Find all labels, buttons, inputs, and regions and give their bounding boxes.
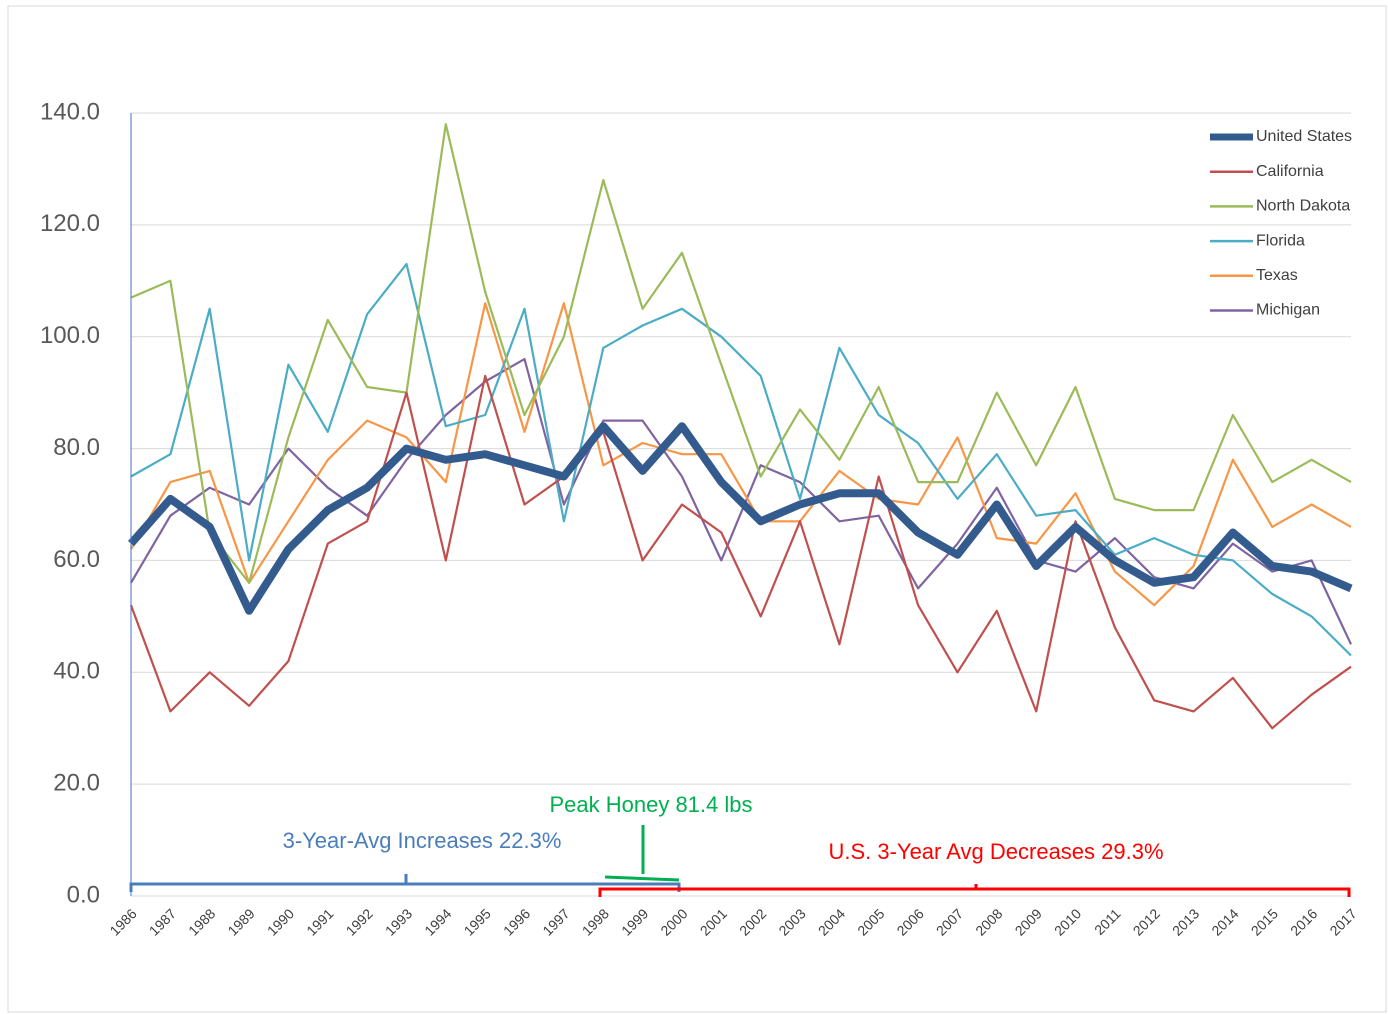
x-tick-label: 2005 [854,905,887,938]
y-tick-label: 20.0 [53,769,100,796]
y-tick-label: 100.0 [40,322,100,349]
bracket-increase [129,874,681,892]
x-tick-label: 1999 [618,905,651,938]
x-tick-label: 2007 [933,905,966,938]
x-tick-label: 1987 [146,905,179,938]
series-line [130,302,1352,607]
x-tick-label: 2014 [1208,905,1241,938]
chart-border [7,5,1387,1013]
x-tick-label: 2008 [972,905,1005,938]
legend-label: Texas [1256,267,1298,284]
x-tick-label: 1991 [303,905,336,938]
x-tick-label: 2006 [893,905,926,938]
x-tick-label: 2002 [736,905,769,938]
x-tick-label: 1995 [461,905,494,938]
x-tick-label: 1990 [264,905,297,938]
legend-label: Michigan [1256,302,1320,319]
series-lines [127,123,1353,730]
series-line [127,422,1353,615]
x-tick-label: 1988 [185,905,218,938]
x-tick-label: 2015 [1248,905,1281,938]
x-tick-label: 1994 [421,905,454,938]
x-tick-label: 2003 [775,905,808,938]
x-tick-label: 2017 [1326,905,1359,938]
y-tick-label: 80.0 [53,434,100,461]
x-tick-label: 2011 [1091,905,1124,938]
x-tick-label: 1996 [500,905,533,938]
x-tick-label: 1989 [224,905,257,938]
legend-label: North Dakota [1256,198,1350,215]
x-tick-label: 1993 [382,905,415,938]
legend-label: Florida [1256,232,1305,249]
series-line [129,374,1352,730]
x-tick-label: 2004 [815,905,848,938]
bracket-peak [604,825,680,882]
y-tick-label: 60.0 [53,546,100,573]
x-tick-label: 2001 [697,905,730,938]
series-line [130,123,1352,584]
x-tick-label: 2000 [657,905,690,938]
x-tick-label: 1997 [539,905,572,938]
grid [131,112,1351,897]
x-tick-label: 2012 [1130,905,1163,938]
x-tick-label: 1986 [106,905,139,938]
annotation: U.S. 3-Year Avg Decreases 29.3% [828,839,1163,864]
x-tick-label: 1998 [579,905,612,938]
x-tick-label: 2013 [1169,905,1202,938]
legend-label: California [1256,163,1324,180]
series-line [130,358,1352,645]
x-tick-label: 2016 [1287,905,1320,938]
y-tick-label: 40.0 [53,658,100,685]
y-tick-label: 120.0 [40,210,100,237]
brackets [129,825,1351,897]
series-line [130,262,1352,657]
legend-label: United States [1256,128,1352,145]
annotation: 3-Year-Avg Increases 22.3% [283,828,562,853]
annotation: Peak Honey 81.4 lbs [549,792,752,817]
y-tick-label: 140.0 [40,98,100,125]
y-tick-label: 0.0 [67,881,100,908]
x-tick-label: 2009 [1012,905,1045,938]
bracket-decrease [598,884,1351,897]
x-tick-label: 1992 [343,905,376,938]
x-tick-label: 2010 [1051,905,1084,938]
